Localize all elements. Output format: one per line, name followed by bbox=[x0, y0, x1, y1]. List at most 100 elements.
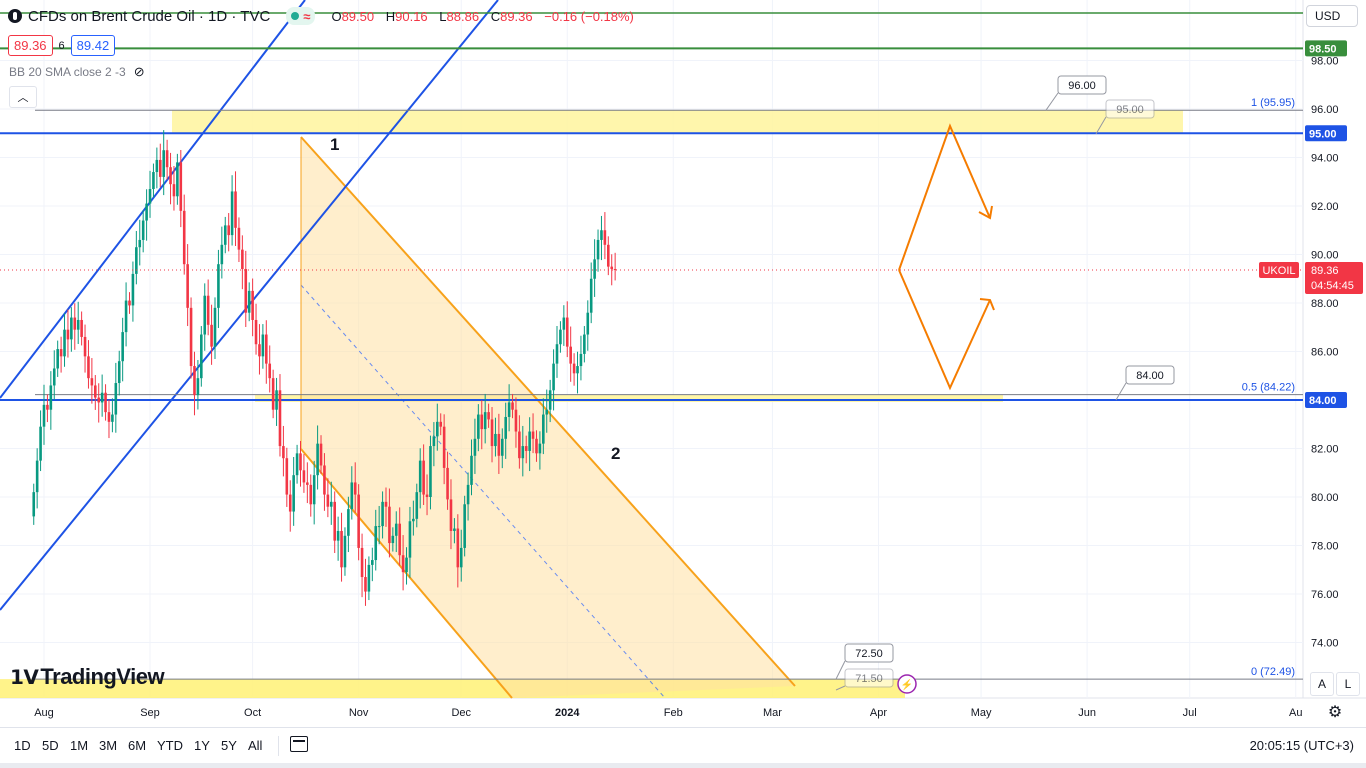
candle-body[interactable] bbox=[121, 332, 124, 362]
candle-body[interactable] bbox=[555, 344, 559, 364]
candle-body[interactable] bbox=[275, 390, 278, 410]
range-ytd-button[interactable]: YTD bbox=[157, 738, 183, 753]
candle-body[interactable] bbox=[381, 501, 384, 527]
candle-body[interactable] bbox=[87, 356, 90, 379]
candle-body[interactable] bbox=[603, 230, 607, 245]
range-1m-button[interactable]: 1M bbox=[70, 738, 89, 753]
channel-mid-line[interactable] bbox=[300, 284, 666, 699]
candle-body[interactable] bbox=[552, 363, 555, 391]
candle-body[interactable] bbox=[548, 390, 552, 410]
candle-body[interactable] bbox=[459, 547, 463, 568]
candle-body[interactable] bbox=[220, 244, 224, 265]
candle-body[interactable] bbox=[538, 443, 542, 454]
candle-body[interactable] bbox=[261, 334, 265, 357]
log-scale-button[interactable]: L bbox=[1336, 672, 1360, 696]
candle-body[interactable] bbox=[449, 499, 453, 531]
candle-body[interactable] bbox=[490, 419, 494, 447]
candle-body[interactable] bbox=[528, 431, 531, 451]
candle-body[interactable] bbox=[483, 412, 487, 430]
candle-body[interactable] bbox=[251, 290, 254, 320]
candle-body[interactable] bbox=[432, 436, 436, 447]
descending-channel-fill[interactable] bbox=[301, 137, 795, 698]
candle-body[interactable] bbox=[326, 494, 330, 507]
auto-scale-button[interactable]: A bbox=[1310, 672, 1334, 696]
candle-body[interactable] bbox=[333, 501, 336, 541]
price-scale-panel[interactable] bbox=[1303, 0, 1366, 727]
candle-body[interactable] bbox=[415, 492, 419, 519]
range-3m-button[interactable]: 3M bbox=[99, 738, 118, 753]
candle-body[interactable] bbox=[480, 414, 484, 430]
candle-body[interactable] bbox=[572, 363, 576, 374]
candle-body[interactable] bbox=[196, 378, 200, 396]
candle-body[interactable] bbox=[230, 191, 234, 236]
candle-body[interactable] bbox=[217, 264, 220, 308]
candle-body[interactable] bbox=[353, 482, 357, 495]
candle-body[interactable] bbox=[237, 227, 241, 250]
candle-body[interactable] bbox=[223, 225, 227, 245]
candle-body[interactable] bbox=[507, 402, 511, 417]
candle-body[interactable] bbox=[285, 458, 289, 495]
candle-body[interactable] bbox=[412, 518, 415, 522]
candle-body[interactable] bbox=[193, 366, 196, 396]
event-marker-icon[interactable] bbox=[897, 674, 917, 694]
candle-body[interactable] bbox=[329, 501, 333, 507]
candle-body[interactable] bbox=[500, 438, 504, 456]
candle-body[interactable] bbox=[374, 526, 378, 561]
candle-body[interactable] bbox=[39, 426, 42, 461]
candle-body[interactable] bbox=[234, 191, 237, 228]
candle-body[interactable] bbox=[162, 150, 165, 177]
candle-body[interactable] bbox=[456, 528, 460, 568]
candle-body[interactable] bbox=[586, 312, 590, 335]
candle-body[interactable] bbox=[309, 484, 313, 505]
candle-body[interactable] bbox=[466, 484, 470, 505]
candle-body[interactable] bbox=[487, 412, 490, 420]
candle-body[interactable] bbox=[398, 523, 401, 556]
candle-body[interactable] bbox=[299, 453, 302, 471]
candle-body[interactable] bbox=[128, 300, 131, 306]
candle-body[interactable] bbox=[32, 492, 36, 517]
candle-body[interactable] bbox=[442, 426, 446, 468]
callout-box[interactable] bbox=[1125, 365, 1175, 385]
candle-body[interactable] bbox=[408, 521, 412, 558]
candle-body[interactable] bbox=[477, 414, 480, 439]
price-chart[interactable]: 1 (95.95) 0.5 (84.22) 0 (72.49) 1 2 96.00 95.0… bbox=[0, 0, 1366, 727]
resistance-zone[interactable] bbox=[172, 110, 1183, 134]
candle-body[interactable] bbox=[446, 467, 449, 500]
candle-body[interactable] bbox=[473, 438, 477, 456]
candle-body[interactable] bbox=[418, 460, 422, 493]
candle-body[interactable] bbox=[302, 470, 306, 483]
candle-body[interactable] bbox=[439, 421, 443, 427]
candle-body[interactable] bbox=[56, 349, 59, 369]
candle-body[interactable] bbox=[593, 259, 596, 279]
candle-body[interactable] bbox=[138, 239, 142, 248]
candle-body[interactable] bbox=[94, 385, 97, 398]
candle-body[interactable] bbox=[596, 239, 600, 260]
candle-body[interactable] bbox=[42, 404, 46, 427]
candle-body[interactable] bbox=[579, 353, 583, 367]
candle-body[interactable] bbox=[511, 402, 514, 410]
candle-body[interactable] bbox=[241, 249, 244, 270]
candle-body[interactable] bbox=[254, 319, 258, 345]
candle-body[interactable] bbox=[542, 414, 545, 444]
candle-body[interactable] bbox=[531, 431, 535, 439]
candle-body[interactable] bbox=[569, 346, 572, 364]
candle-body[interactable] bbox=[340, 530, 343, 568]
candle-body[interactable] bbox=[203, 295, 207, 335]
range-all-button[interactable]: All bbox=[248, 738, 263, 753]
candle-body[interactable] bbox=[271, 378, 275, 410]
candle-body[interactable] bbox=[394, 523, 398, 536]
candle-body[interactable] bbox=[176, 162, 179, 197]
candle-body[interactable] bbox=[117, 361, 121, 384]
candle-body[interactable] bbox=[613, 269, 617, 271]
candle-body[interactable] bbox=[80, 319, 83, 337]
sell-button[interactable]: 89.36 bbox=[8, 35, 53, 56]
candle-body[interactable] bbox=[145, 203, 148, 221]
candle-body[interactable] bbox=[562, 317, 566, 330]
candle-body[interactable] bbox=[210, 324, 213, 347]
candle-body[interactable] bbox=[227, 225, 230, 236]
candle-body[interactable] bbox=[494, 433, 497, 447]
candle-body[interactable] bbox=[357, 494, 360, 548]
candle-body[interactable] bbox=[343, 535, 347, 568]
projection-up-path[interactable] bbox=[898, 123, 991, 271]
candle-body[interactable] bbox=[141, 220, 145, 240]
